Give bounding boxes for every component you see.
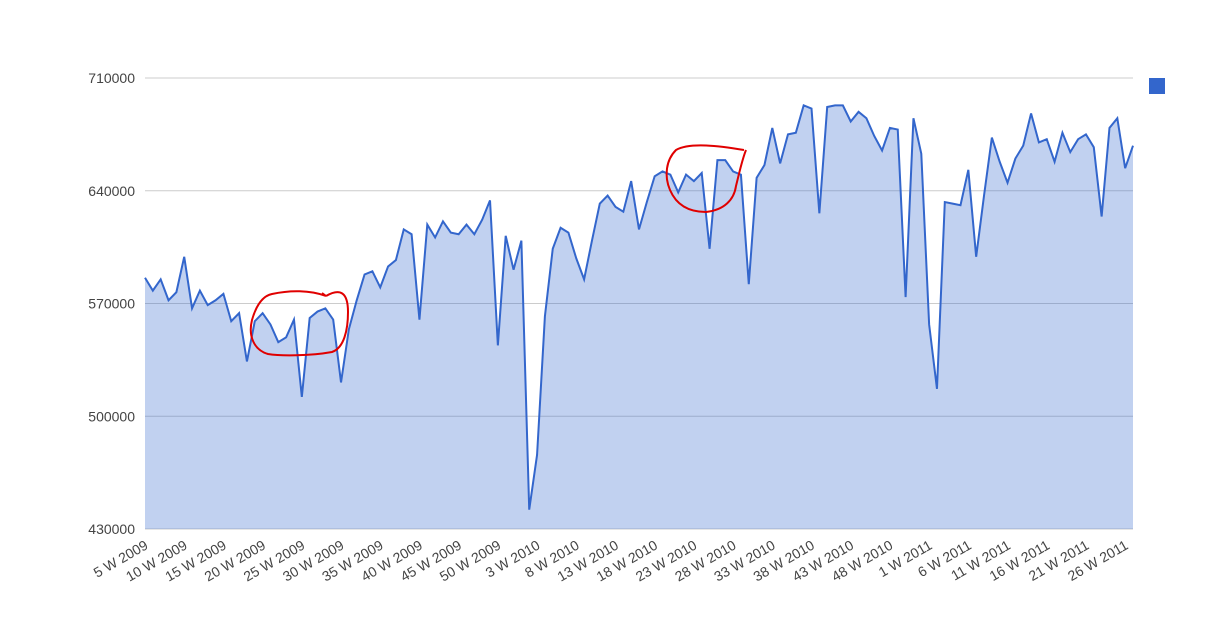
area-line <box>144 104 1134 510</box>
y-tick-label: 710000 <box>88 70 135 86</box>
y-tick-label: 570000 <box>88 296 135 312</box>
y-tick-label: 500000 <box>88 408 135 424</box>
y-tick-label: 430000 <box>88 521 135 537</box>
annotation-circle <box>665 144 747 214</box>
area-fill <box>145 105 1133 529</box>
legend-swatch <box>1149 78 1165 94</box>
y-tick-label: 640000 <box>88 183 135 199</box>
annotation-circle <box>249 290 350 357</box>
